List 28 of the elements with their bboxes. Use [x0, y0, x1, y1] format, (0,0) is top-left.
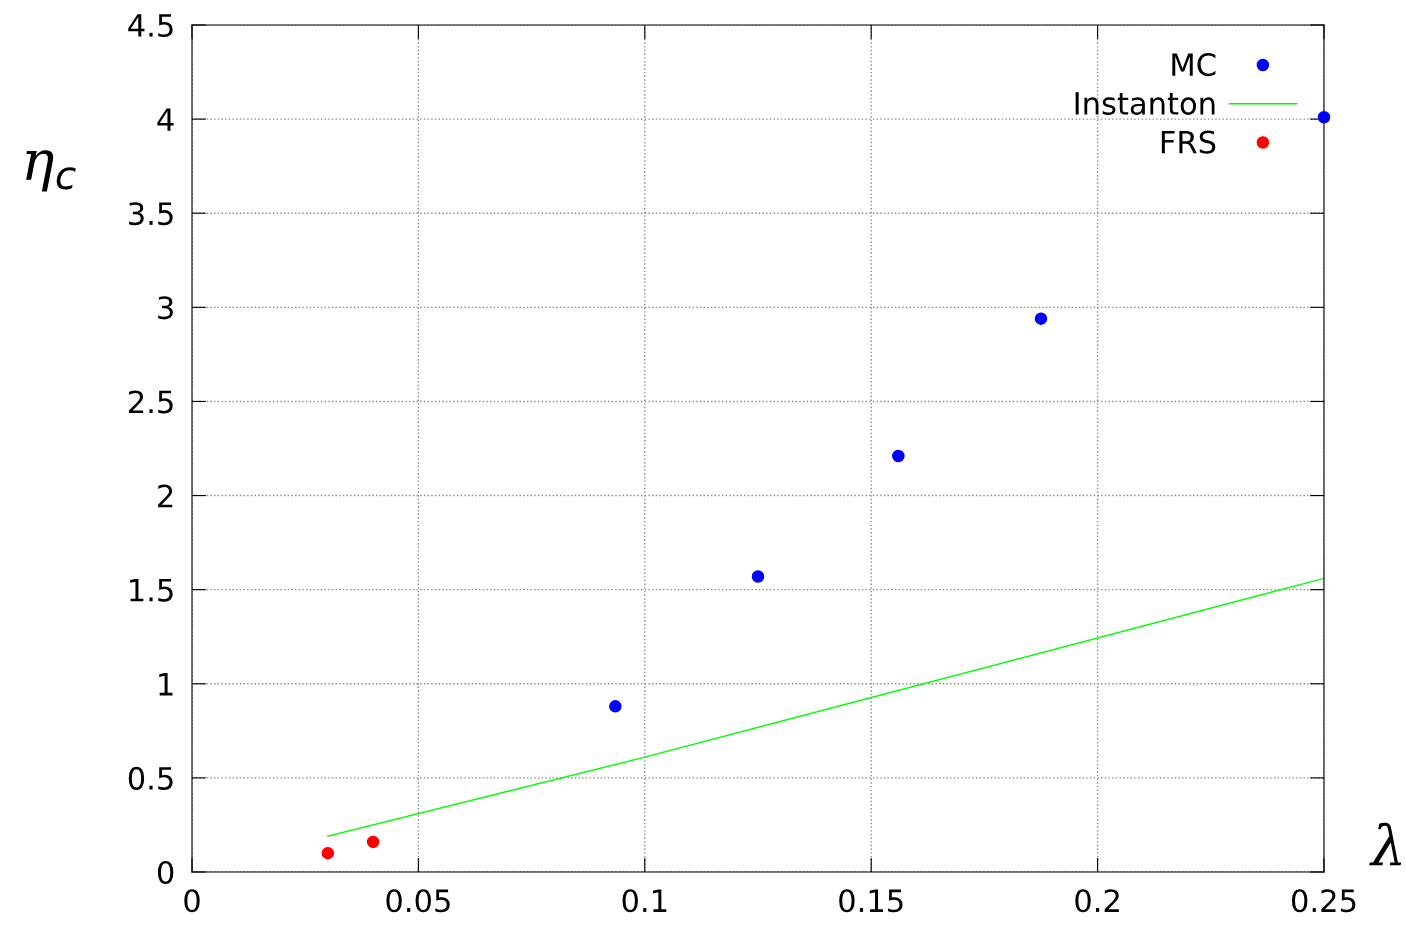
- legend-label: MC: [1172, 53, 1216, 77]
- y-tick-label: 4.5: [128, 14, 173, 38]
- y-tick-label: 0.5: [128, 766, 173, 790]
- x-tick-label: 0.1: [622, 889, 667, 913]
- y-axis-title: η$_{c}$: [26, 150, 76, 192]
- point: [321, 846, 335, 860]
- legend-label: Instanton: [1075, 92, 1215, 115]
- y-tick-label: 2: [158, 484, 173, 508]
- x-axis-title: λ: [1369, 822, 1402, 866]
- y-tick-label: 3.5: [129, 202, 173, 226]
- x-tick-label: 0.25: [1292, 889, 1356, 913]
- y-tick-label: 0: [157, 860, 174, 885]
- point: [609, 700, 622, 713]
- x-tick-label: 0.15: [839, 889, 903, 913]
- point: [366, 835, 380, 849]
- y-tick-label: 1.5: [130, 579, 173, 602]
- legend-label: FRS: [1161, 130, 1216, 154]
- x-tick-label: 0.05: [386, 889, 450, 913]
- point: [1317, 110, 1331, 124]
- point: [1034, 312, 1048, 325]
- x-tick-label: 0: [184, 889, 200, 913]
- point: [892, 449, 905, 463]
- point: [751, 570, 765, 583]
- y-tick-label: 4: [157, 108, 174, 131]
- y-tick-label: 3: [158, 296, 173, 320]
- x-tick-label: 0.2: [1075, 889, 1119, 913]
- y-tick-label: 2.5: [128, 390, 173, 414]
- y-tick-label: 1: [159, 673, 173, 696]
